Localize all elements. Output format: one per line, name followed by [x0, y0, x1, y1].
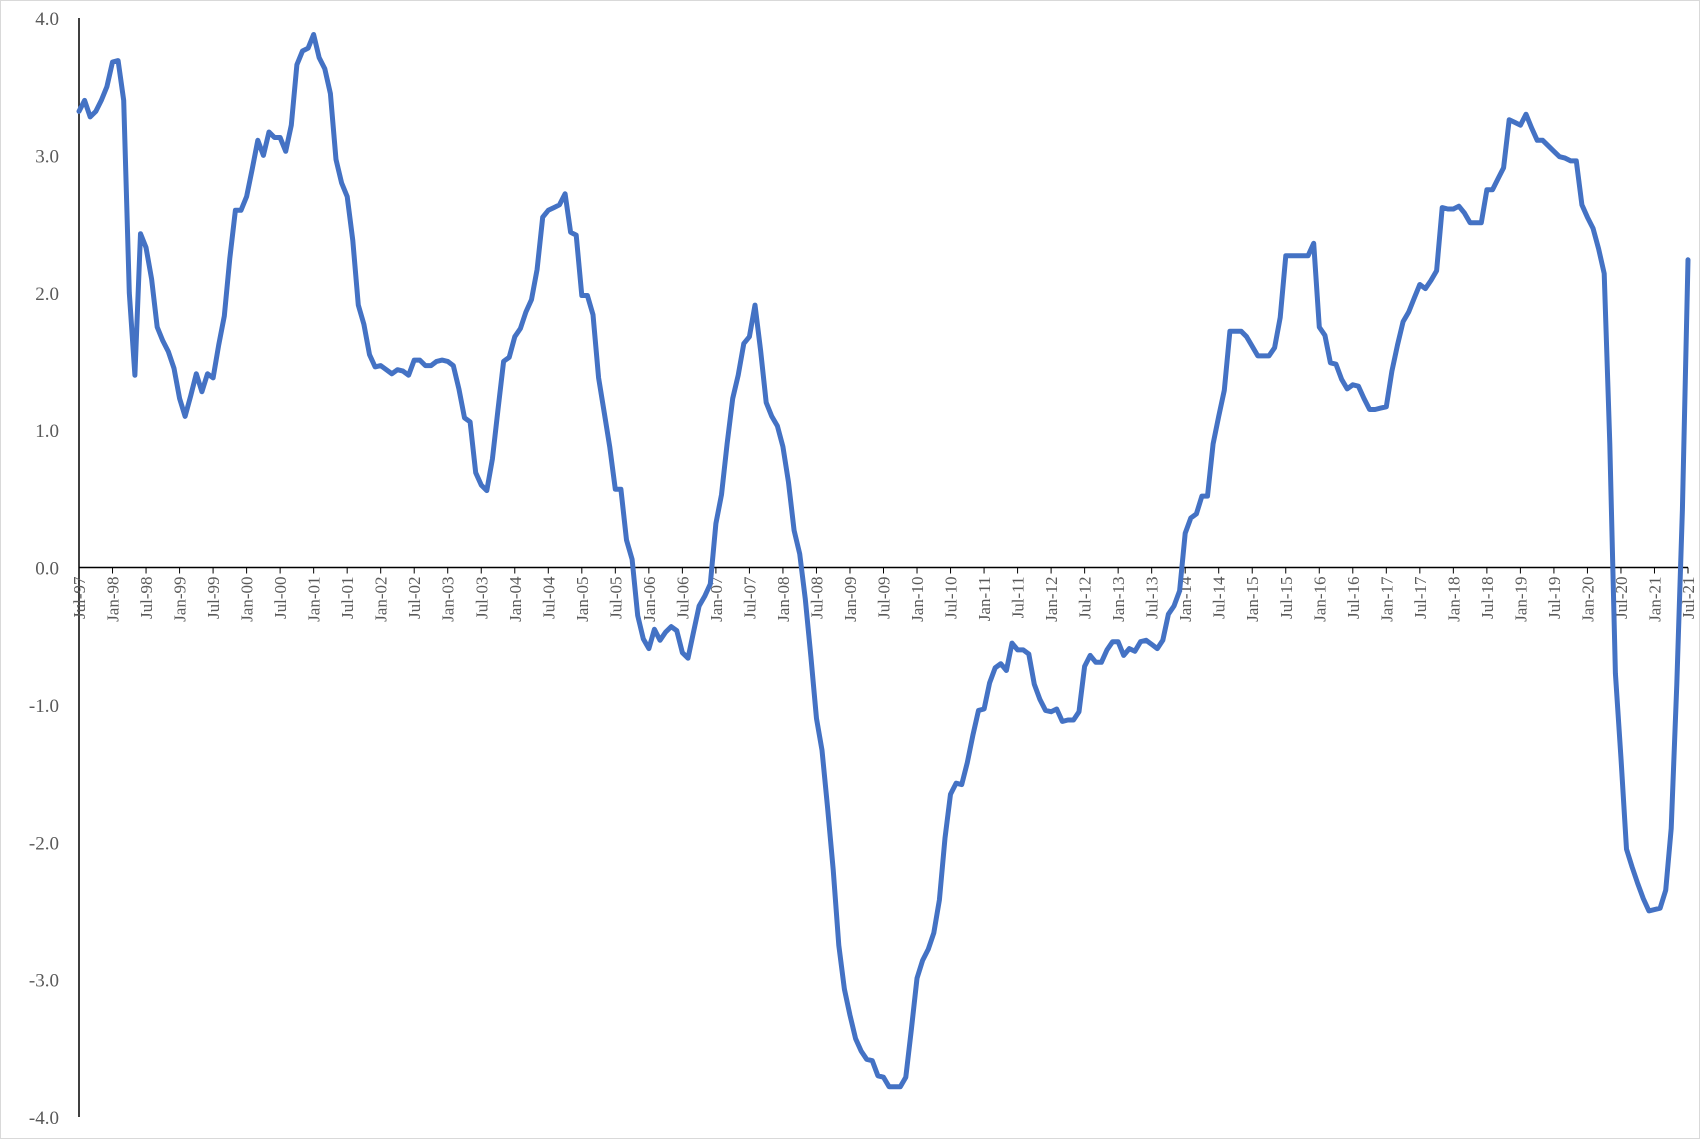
x-tick-label: Jan-12	[1042, 577, 1061, 622]
x-tick-label: Jul-01	[338, 577, 357, 620]
x-tick-label: Jul-19	[1545, 577, 1564, 620]
x-tick-label: Jan-09	[841, 577, 860, 622]
x-tick-label: Jan-13	[1109, 577, 1128, 622]
x-tick-label: Jul-06	[673, 577, 692, 620]
x-tick-label: Jan-06	[640, 577, 659, 622]
x-tick-label: Jan-05	[573, 577, 592, 622]
y-tick-label: 1.0	[35, 421, 59, 442]
x-tick-label: Jan-08	[774, 577, 793, 622]
y-tick-label: 4.0	[35, 9, 59, 30]
x-tick-label: Jul-18	[1478, 577, 1497, 620]
x-tick-label: Jul-21	[1679, 577, 1698, 620]
x-tick-label: Jul-15	[1277, 577, 1296, 620]
y-tick-label: 0.0	[35, 559, 59, 580]
x-tick-label: Jan-07	[707, 576, 726, 622]
x-tick-label: Jan-18	[1444, 577, 1463, 622]
x-tick-label: Jan-16	[1310, 577, 1329, 622]
y-tick-label: -4.0	[29, 1108, 59, 1129]
x-tick-label: Jan-20	[1578, 577, 1597, 622]
x-tick-label: Jan-11	[975, 577, 994, 622]
x-tick-label: Jan-00	[238, 577, 257, 622]
x-tick-label: Jul-12	[1076, 577, 1095, 620]
y-tick-label: -1.0	[29, 696, 59, 717]
x-tick-label: Jan-15	[1243, 577, 1262, 622]
x-tick-label: Jul-00	[271, 577, 290, 620]
x-tick-label: Jul-04	[539, 576, 558, 619]
series-line	[76, 32, 1691, 1090]
x-tick-label: Jul-99	[204, 577, 223, 620]
y-tick-label: -2.0	[29, 833, 59, 854]
x-tick-label: Jul-97	[70, 576, 89, 619]
x-tick-label: Jan-99	[171, 577, 190, 622]
y-axis-tick-labels: 4.0 3.0 2.0 1.0 0.0 -1.0 -2.0 -3.0 -4.0	[29, 9, 59, 1129]
x-tick-label: Jan-03	[439, 577, 458, 622]
x-tick-label: Jul-10	[942, 577, 961, 620]
x-tick-label: Jan-02	[372, 577, 391, 622]
x-tick-label: Jan-19	[1511, 577, 1530, 622]
x-tick-label: Jan-04	[506, 576, 525, 622]
y-tick-label: 3.0	[35, 146, 59, 167]
y-tick-label: 2.0	[35, 284, 59, 305]
x-tick-label: Jul-98	[137, 577, 156, 620]
x-tick-label: Jan-21	[1645, 577, 1664, 622]
x-tick-label: Jul-05	[606, 577, 625, 620]
x-tick-label: Jul-11	[1009, 577, 1028, 619]
x-tick-label: Jul-08	[807, 577, 826, 620]
x-tick-label: Jul-07	[740, 576, 759, 619]
x-tick-label: Jul-13	[1143, 577, 1162, 620]
x-tick-label: Jul-09	[875, 577, 894, 620]
x-tick-label: Jan-17	[1377, 576, 1396, 622]
x-tick-label: Jan-01	[305, 577, 324, 622]
x-tick-label: Jul-16	[1344, 577, 1363, 620]
x-tick-label: Jul-14	[1210, 576, 1229, 619]
x-tick-label: Jul-03	[472, 577, 491, 620]
x-tick-label: Jan-10	[908, 577, 927, 622]
x-tick-label: Jul-17	[1411, 576, 1430, 619]
y-tick-label: -3.0	[29, 971, 59, 992]
x-tick-label: Jul-02	[405, 577, 424, 620]
x-tick-label: Jan-98	[104, 577, 123, 622]
x-axis-ticks: Jul-97 Jan-98 Jul-98 Jan-99 Jul-99 Jan-00 Jul-…	[70, 567, 1698, 622]
x-tick-label: Jul-20	[1612, 577, 1631, 620]
